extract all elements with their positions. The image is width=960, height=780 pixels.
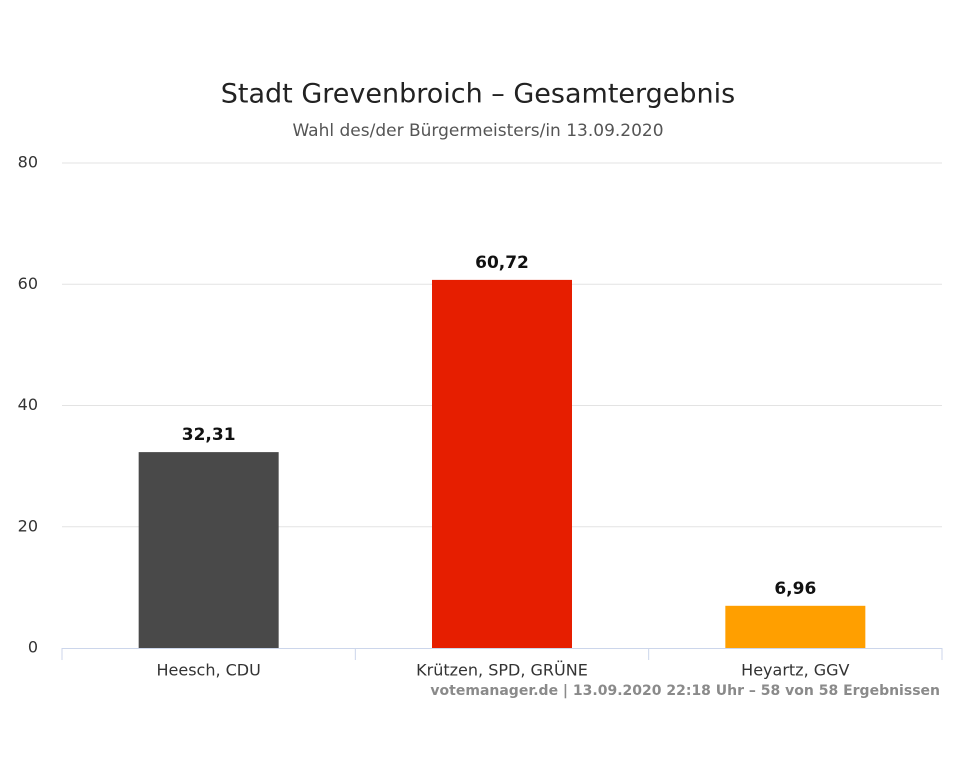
chart-subtitle: Wahl des/der Bürgermeisters/in 13.09.202… (292, 121, 663, 141)
y-tick-label: 0 (28, 638, 38, 657)
y-tick-label: 60 (18, 274, 38, 293)
x-tick-label: Heesch, CDU (156, 661, 260, 680)
credits: votemanager.de | 13.09.2020 22:18 Uhr – … (430, 683, 940, 699)
y-tick-label: 20 (18, 516, 38, 535)
value-label: 32,31 (182, 425, 236, 445)
y-tick-label: 80 (18, 153, 38, 172)
x-tick-label: Krützen, SPD, GRÜNE (416, 661, 588, 680)
bar (725, 605, 866, 648)
bar (138, 452, 279, 648)
y-tick-label: 40 (18, 395, 38, 414)
chart-title: Stadt Grevenbroich – Gesamtergebnis (221, 79, 735, 110)
x-tick-label: Heyartz, GGV (741, 661, 849, 680)
bar (432, 279, 572, 648)
value-label: 6,96 (774, 579, 816, 599)
value-label: 60,72 (475, 253, 529, 273)
